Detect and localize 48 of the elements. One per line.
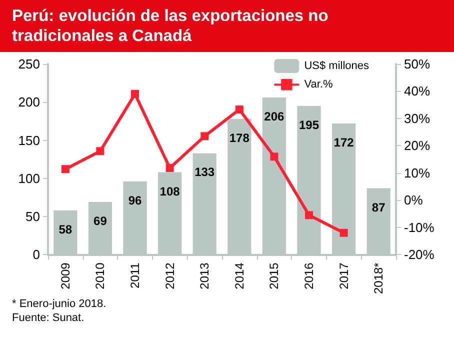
point [61, 165, 70, 174]
point [305, 211, 313, 220]
y2-tick-label: 20% [404, 138, 430, 154]
data-label: 206 [264, 110, 285, 124]
y-tick-label: 200 [18, 94, 40, 110]
point [270, 152, 278, 161]
x-tick-label: 2015 [267, 262, 282, 290]
x-tick-label: 2014 [232, 262, 246, 290]
source-note: Fuente: Sunat. [12, 311, 86, 325]
legend-label: Var.% [304, 78, 333, 91]
x-tick-label: 2018* [372, 262, 386, 294]
point [340, 228, 348, 237]
y-tick-label: 250 [18, 56, 40, 72]
y2-tick-label: 40% [404, 84, 430, 99]
point [166, 164, 174, 172]
y2-tick-label: 50% [404, 56, 430, 72]
data-label: 87 [372, 200, 386, 214]
point [131, 90, 139, 98]
text: * Enero-junio 2018. [12, 297, 108, 311]
data-label: 96 [128, 193, 142, 208]
data-label: 195 [298, 118, 320, 132]
x-tick-label: 2013 [198, 262, 212, 290]
y2-tick-label: 30% [404, 110, 430, 126]
chart-title: Perú: evolución de las exportaciones no tradicionales a Canadá [0, 0, 454, 52]
y-tick-label: 150 [18, 132, 40, 148]
x-tick-label: 2017 [336, 262, 351, 290]
point [96, 147, 104, 156]
data-label: 178 [229, 130, 250, 145]
y2-tick-label: -10% [404, 220, 435, 235]
point [200, 132, 209, 140]
x-tick-label: 2011 [128, 262, 142, 288]
legend-label: US$ millones [304, 60, 370, 72]
x-tick-label: 2012 [162, 262, 177, 290]
y2-tick-label: 10% [404, 165, 430, 180]
y2-tick-label: -20% [404, 247, 435, 262]
y-tick-label: 0 [32, 247, 40, 262]
data-label: 108 [160, 184, 180, 198]
point [235, 105, 244, 114]
data-label: 172 [334, 135, 354, 150]
x-tick-label: 2009 [58, 262, 72, 290]
x-tick-label: 2016 [302, 262, 316, 290]
y-tick-label: 50 [26, 209, 40, 224]
data-label: 133 [194, 165, 215, 180]
data-label: 58 [58, 222, 72, 236]
y-tick-label: 100 [18, 170, 40, 186]
y2-tick-label: 0% [404, 192, 424, 208]
x-tick-label: 2010 [93, 262, 108, 290]
data-label: 69 [94, 214, 108, 228]
